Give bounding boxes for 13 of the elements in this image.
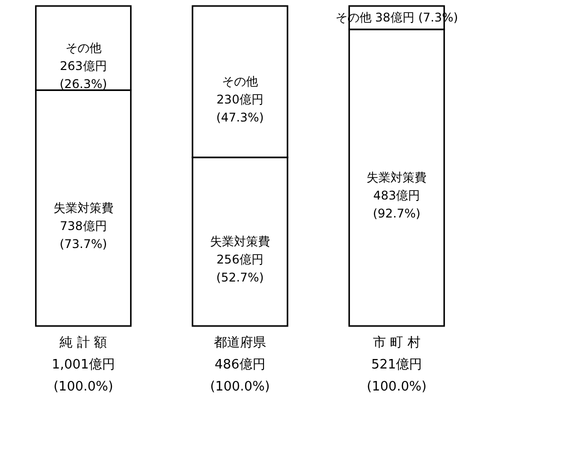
text: その他 — [222, 74, 258, 89]
series-label: その他 — [65, 41, 102, 56]
data-label: 230億円 (47.3%) — [216, 92, 264, 125]
data-label: 483億円 (92.7%) — [372, 188, 420, 221]
text: 失業対策費 — [366, 170, 427, 185]
data-label: 263億円 (26.3%) — [60, 59, 108, 92]
series-label: 失業対策費 — [53, 201, 114, 216]
x-tick-label: 市 町 村 521億円 (100.0%) — [366, 336, 427, 394]
text: 失業対策費 — [210, 234, 270, 249]
data-label: 256億円 (52.7%) — [216, 252, 264, 285]
x-tick-label: 純 計 額 1,001億円 (100.0%) — [52, 336, 115, 394]
x-tick-label: 都道府県 486億円 (100.0%) — [210, 334, 270, 394]
data-label: 738億円 (73.7%) — [60, 219, 108, 252]
